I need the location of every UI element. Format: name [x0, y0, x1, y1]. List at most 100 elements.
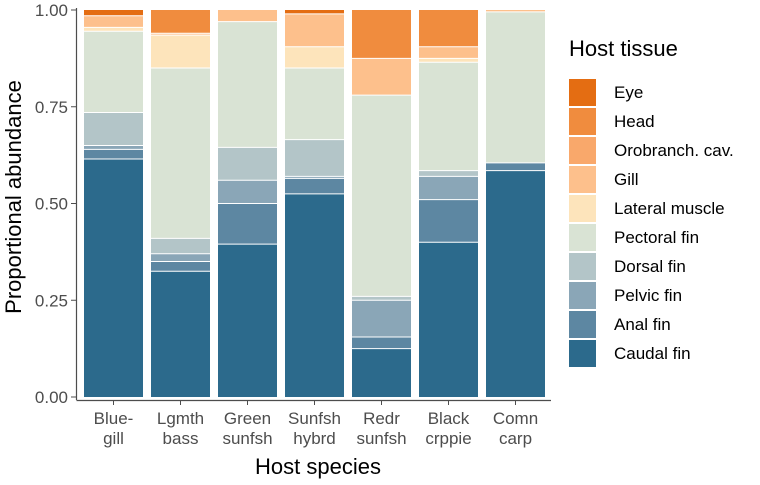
legend-swatch: [569, 166, 596, 193]
legend-swatch: [569, 108, 596, 135]
bar-group-greensunfsh: [218, 10, 277, 397]
x-tick-label: crppie: [425, 429, 471, 448]
bar-segment-eye: [285, 10, 344, 14]
y-tick-label: 0.75: [35, 98, 68, 117]
bar-group-sunfshhybrd: [285, 10, 344, 397]
bar-segment-lateral-muscle: [84, 27, 143, 32]
bar-segment-head: [419, 10, 478, 47]
legend-swatch: [569, 79, 596, 106]
x-tick-label: carp: [499, 429, 532, 448]
bar-segment-anal-fin: [486, 162, 545, 171]
y-tick-label: 1.00: [35, 1, 68, 20]
bar-segment-dorsal-fin: [84, 112, 143, 146]
bar-segment-pelvic-fin: [419, 176, 478, 200]
x-tick-label: Green: [224, 409, 271, 428]
bar-segment-caudal-fin: [218, 244, 277, 397]
legend-swatch: [569, 340, 596, 367]
legend-label: Pectoral fin: [614, 228, 699, 247]
legend-label: Dorsal fin: [614, 257, 686, 276]
legend-label: Pelvic fin: [614, 286, 682, 305]
bar-segment-head: [352, 10, 411, 59]
x-tick-label: bass: [163, 429, 199, 448]
legend-swatch: [569, 195, 596, 222]
x-axis-title: Host species: [255, 454, 381, 479]
bar-segment-dorsal-fin: [218, 147, 277, 181]
bar-segment-lateral-muscle: [285, 46, 344, 69]
legend-title: Host tissue: [569, 36, 678, 61]
x-tick-label: Lgmth: [157, 409, 204, 428]
bar-segment-caudal-fin: [285, 193, 344, 397]
bar-segment-gill: [151, 33, 210, 36]
plot-area: [84, 10, 545, 397]
legend-swatch: [569, 224, 596, 251]
bar-segment-gill: [419, 46, 478, 59]
bar-segment-pelvic-fin: [84, 145, 143, 150]
bar-segment-lateral-muscle: [419, 58, 478, 63]
legend-swatch: [569, 137, 596, 164]
x-tick-label: Black: [428, 409, 470, 428]
y-axis: 0.00 0.25 0.50 0.75 1.00: [35, 1, 78, 407]
y-tick-label: 0.25: [35, 291, 68, 310]
bar-segment-anal-fin: [84, 149, 143, 159]
bar-segment-anal-fin: [419, 199, 478, 243]
bar-segment-pelvic-fin: [218, 180, 277, 204]
bar-segment-caudal-fin: [84, 158, 143, 397]
bar-segment-eye: [84, 10, 143, 16]
bar-segment-dorsal-fin: [352, 296, 411, 301]
bar-segment-gill: [84, 15, 143, 28]
legend-label: Lateral muscle: [614, 199, 725, 218]
bar-segment-lateral-muscle: [151, 35, 210, 69]
bar-segment-head: [151, 10, 210, 34]
bar-segment-caudal-fin: [486, 170, 545, 397]
bar-segment-anal-fin: [352, 337, 411, 349]
x-tick-label: Blue-: [94, 409, 134, 428]
x-tick-label: gill: [103, 429, 124, 448]
bar-segment-anal-fin: [151, 261, 210, 272]
bar-segment-dorsal-fin: [285, 139, 344, 177]
legend-label: Anal fin: [614, 315, 671, 334]
bar-segment-pelvic-fin: [285, 176, 344, 179]
bar-group-blackcrppie: [419, 10, 478, 397]
legend: Host tissue Eye Head Orobranch. cav. Gill La…: [569, 36, 734, 367]
x-tick-label: sunfsh: [356, 429, 406, 448]
bar-segment-gill: [352, 58, 411, 96]
bar-segment-pectoral-fin: [285, 68, 344, 140]
bar-segment-dorsal-fin: [151, 238, 210, 254]
bar-segment-anal-fin: [285, 178, 344, 194]
x-tick-label: Redr: [363, 409, 400, 428]
legend-swatch: [569, 253, 596, 280]
y-tick-label: 0.00: [35, 388, 68, 407]
bar-segment-pelvic-fin: [352, 300, 411, 338]
bar-segment-pectoral-fin: [84, 31, 143, 113]
y-axis-title: Proportional abundance: [1, 80, 26, 314]
legend-label: Orobranch. cav.: [614, 141, 734, 160]
bar-segment-anal-fin: [218, 203, 277, 245]
legend-swatch: [569, 282, 596, 309]
bar-group-bluegill: [84, 10, 143, 397]
x-tick-label: Sunfsh: [288, 409, 341, 428]
legend-label: Caudal fin: [614, 344, 691, 363]
legend-swatch: [569, 311, 596, 338]
x-axis: Blue-gillLgmthbassGreensunfshSunfshhybrd…: [76, 399, 551, 448]
bar-segment-pectoral-fin: [352, 95, 411, 297]
legend-label: Gill: [614, 170, 639, 189]
bar-group-lgmthbass: [151, 10, 210, 397]
bar-segment-gill: [218, 10, 277, 22]
legend-label: Eye: [614, 83, 643, 102]
bar-segment-pectoral-fin: [151, 68, 210, 239]
bar-segment-gill: [285, 13, 344, 47]
bar-segment-dorsal-fin: [419, 170, 478, 177]
bar-segment-pectoral-fin: [419, 62, 478, 171]
x-tick-label: sunfsh: [222, 429, 272, 448]
bar-segment-caudal-fin: [151, 271, 210, 397]
bar-group-comncarp: [486, 10, 545, 397]
bar-segment-pectoral-fin: [218, 21, 277, 148]
x-tick-label: hybrd: [293, 429, 336, 448]
bar-group-redrsunfsh: [352, 10, 411, 397]
y-tick-label: 0.50: [35, 195, 68, 214]
x-tick-label: Comn: [493, 409, 538, 428]
bar-segment-pelvic-fin: [151, 253, 210, 262]
bar-segment-gill: [486, 10, 545, 12]
legend-label: Head: [614, 112, 655, 131]
